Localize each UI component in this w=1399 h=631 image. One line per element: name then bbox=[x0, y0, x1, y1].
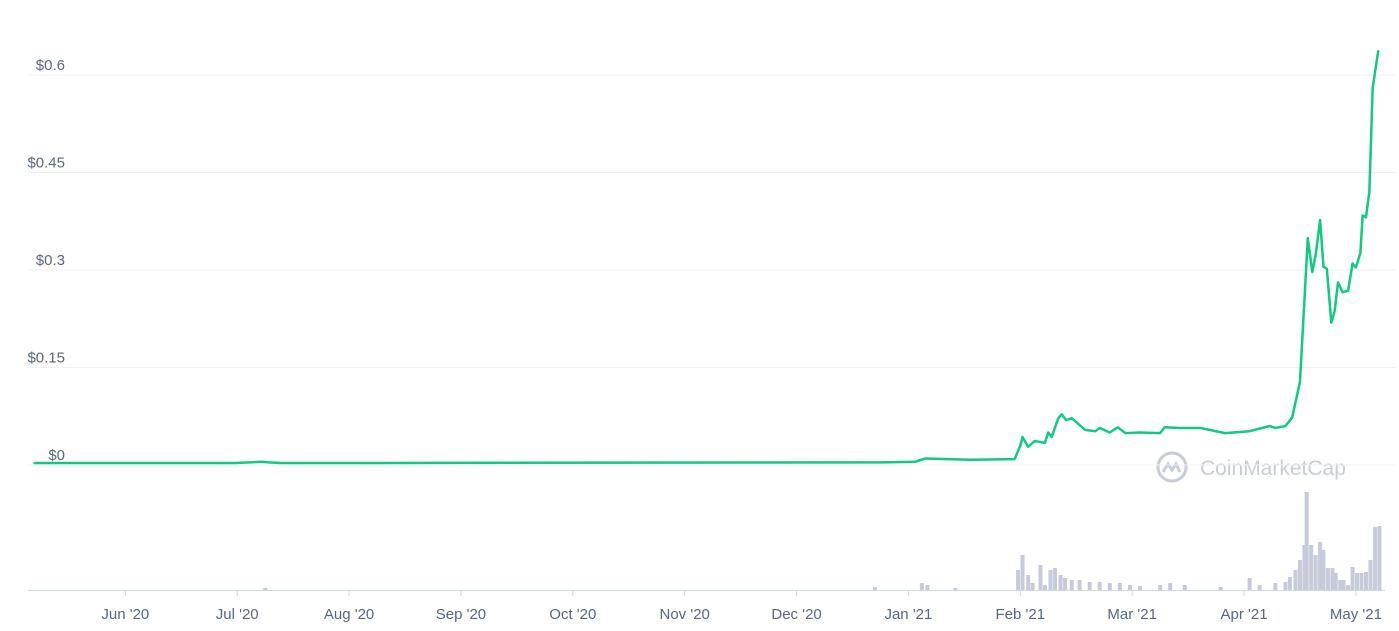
volume-bar bbox=[1338, 580, 1343, 590]
y-tick-label: $0.6 bbox=[36, 57, 65, 74]
volume-bar bbox=[1138, 586, 1143, 590]
volume-bar bbox=[1218, 587, 1223, 590]
volume-bar bbox=[1026, 575, 1031, 590]
y-tick-label: $0 bbox=[48, 447, 65, 464]
volume-bar bbox=[1097, 582, 1102, 590]
volume-bar bbox=[925, 585, 930, 590]
volume-bar bbox=[872, 587, 877, 590]
x-tick-label: Aug '20 bbox=[324, 606, 374, 623]
volume-bar bbox=[1377, 526, 1382, 590]
volume-bar bbox=[1313, 555, 1318, 590]
volume-bar bbox=[1325, 568, 1330, 590]
volume-bar bbox=[1273, 583, 1278, 590]
x-tick-label: Feb '21 bbox=[996, 606, 1046, 623]
volume-bar bbox=[1069, 580, 1074, 590]
volume-bar bbox=[1293, 570, 1298, 590]
x-tick-label: Sep '20 bbox=[436, 606, 486, 623]
volume-bar bbox=[1087, 582, 1092, 590]
volume-bar bbox=[1346, 585, 1351, 590]
y-tick-label: $0.3 bbox=[36, 252, 65, 269]
volume-bar bbox=[1341, 580, 1346, 590]
volume-bar bbox=[1117, 583, 1122, 590]
volume-bar bbox=[1257, 585, 1262, 590]
volume-bar bbox=[1297, 560, 1302, 590]
volume-bar bbox=[1048, 570, 1053, 590]
volume-bar bbox=[1020, 555, 1025, 590]
volume-bar bbox=[1182, 585, 1187, 590]
volume-bar bbox=[1127, 585, 1132, 590]
x-tick-label: Oct '20 bbox=[549, 606, 596, 623]
volume-bar bbox=[1052, 568, 1057, 590]
volume-bar bbox=[919, 583, 924, 590]
watermark: CoinMarketCap bbox=[1200, 457, 1346, 480]
y-tick-label: $0.15 bbox=[27, 350, 65, 367]
volume-bar bbox=[1247, 578, 1252, 590]
y-tick-label: $0.45 bbox=[27, 155, 65, 172]
x-tick-label: Mar '21 bbox=[1107, 606, 1157, 623]
volume-bar bbox=[1038, 565, 1043, 590]
volume-bar bbox=[1016, 570, 1021, 590]
volume-bar bbox=[1042, 585, 1047, 590]
volume-bar bbox=[1168, 583, 1173, 590]
volume-bar bbox=[1304, 492, 1309, 590]
volume-bar bbox=[1372, 527, 1377, 590]
volume-bar bbox=[1107, 583, 1112, 590]
volume-bar bbox=[1368, 560, 1373, 590]
volume-bar bbox=[263, 588, 268, 590]
x-tick-label: May '21 bbox=[1330, 606, 1382, 623]
volume-bar bbox=[1363, 572, 1368, 590]
volume-bar bbox=[1302, 545, 1307, 590]
volume-bar bbox=[1359, 573, 1364, 590]
volume-bar bbox=[1350, 567, 1355, 590]
volume-bar bbox=[1333, 573, 1338, 590]
volume-bar bbox=[1330, 568, 1335, 590]
volume-bar bbox=[1355, 573, 1360, 590]
volume-bar bbox=[953, 588, 958, 590]
volume-bar bbox=[1158, 585, 1163, 590]
volume-bar bbox=[1309, 545, 1314, 590]
volume-bar bbox=[1063, 578, 1068, 590]
volume-bar bbox=[1058, 575, 1063, 590]
x-tick-label: Jul '20 bbox=[216, 606, 259, 623]
watermark-logo bbox=[1156, 451, 1188, 483]
volume-bar bbox=[1283, 582, 1288, 590]
x-tick-label: Dec '20 bbox=[771, 606, 821, 623]
volume-bar bbox=[1321, 550, 1326, 590]
volume-bar bbox=[1077, 580, 1082, 590]
x-tick-label: Jun '20 bbox=[101, 606, 149, 623]
volume-bar bbox=[1318, 542, 1323, 590]
x-tick-label: Apr '21 bbox=[1221, 606, 1268, 623]
x-tick-label: Jan '21 bbox=[884, 606, 932, 623]
volume-bar bbox=[1030, 583, 1035, 590]
price-line bbox=[33, 50, 1380, 465]
x-tick-label: Nov '20 bbox=[659, 606, 709, 623]
volume-bar bbox=[1287, 577, 1292, 590]
